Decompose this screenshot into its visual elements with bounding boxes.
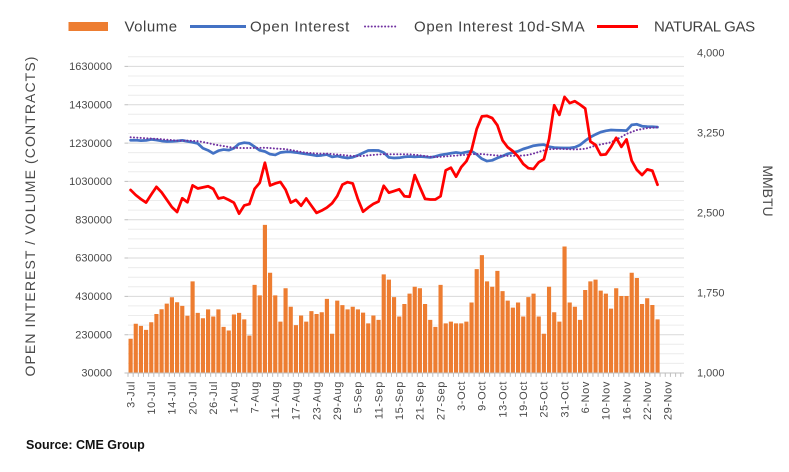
- svg-text:29-Nov: 29-Nov: [663, 381, 675, 420]
- svg-text:11-Aug: 11-Aug: [270, 381, 282, 419]
- svg-text:17-Aug: 17-Aug: [291, 381, 303, 420]
- svg-text:7-Aug: 7-Aug: [249, 381, 261, 413]
- svg-text:19-Oct: 19-Oct: [518, 381, 530, 418]
- svg-text:9-Oct: 9-Oct: [477, 381, 489, 411]
- svg-text:1430000: 1430000: [69, 99, 112, 111]
- svg-text:23-Aug: 23-Aug: [311, 381, 323, 420]
- svg-text:10-Jul: 10-Jul: [146, 381, 158, 415]
- svg-text:10-Nov: 10-Nov: [601, 381, 613, 420]
- svg-text:1,000: 1,000: [697, 368, 725, 380]
- svg-text:5-Sep: 5-Sep: [353, 381, 365, 413]
- svg-text:3-Oct: 3-Oct: [456, 381, 468, 411]
- svg-text:Volume: Volume: [125, 19, 178, 36]
- svg-text:25-Oct: 25-Oct: [539, 381, 551, 418]
- svg-text:1-Aug: 1-Aug: [229, 381, 241, 413]
- svg-text:4,000: 4,000: [697, 48, 725, 60]
- svg-text:2,500: 2,500: [697, 208, 725, 220]
- svg-text:430000: 430000: [75, 291, 112, 303]
- svg-text:20-Jul: 20-Jul: [187, 381, 199, 415]
- svg-text:3,250: 3,250: [697, 128, 725, 140]
- svg-text:22-Nov: 22-Nov: [642, 381, 654, 420]
- svg-text:26-Jul: 26-Jul: [208, 381, 220, 415]
- svg-text:1230000: 1230000: [69, 138, 112, 150]
- svg-text:21-Sep: 21-Sep: [415, 381, 427, 420]
- svg-text:830000: 830000: [75, 214, 112, 226]
- svg-text:Open Interest 10d-SMA: Open Interest 10d-SMA: [414, 19, 585, 36]
- svg-text:1,750: 1,750: [697, 288, 725, 300]
- svg-text:630000: 630000: [75, 253, 112, 265]
- svg-text:1630000: 1630000: [69, 61, 112, 73]
- svg-text:13-Oct: 13-Oct: [497, 381, 509, 418]
- svg-text:15-Sep: 15-Sep: [394, 381, 406, 420]
- svg-text:OPEN INTEREST / VOLUME (CONTRA: OPEN INTEREST / VOLUME (CONTRACTS): [22, 55, 38, 376]
- svg-text:6-Nov: 6-Nov: [580, 381, 592, 413]
- svg-text:31-Oct: 31-Oct: [559, 381, 571, 418]
- svg-text:MMBTU: MMBTU: [760, 165, 776, 216]
- svg-text:29-Aug: 29-Aug: [332, 381, 344, 420]
- svg-text:230000: 230000: [75, 329, 112, 341]
- svg-text:Open Interest: Open Interest: [250, 19, 350, 36]
- svg-text:Source: CME Group: Source: CME Group: [26, 438, 145, 452]
- svg-text:16-Nov: 16-Nov: [621, 381, 633, 420]
- svg-text:27-Sep: 27-Sep: [435, 381, 447, 420]
- svg-text:11-Sep: 11-Sep: [373, 381, 385, 419]
- svg-text:14-Jul: 14-Jul: [167, 381, 179, 415]
- svg-text:3-Jul: 3-Jul: [125, 381, 137, 408]
- svg-text:30000: 30000: [81, 368, 112, 380]
- svg-text:NATURAL GAS: NATURAL GAS: [654, 19, 755, 36]
- svg-text:1030000: 1030000: [69, 176, 112, 188]
